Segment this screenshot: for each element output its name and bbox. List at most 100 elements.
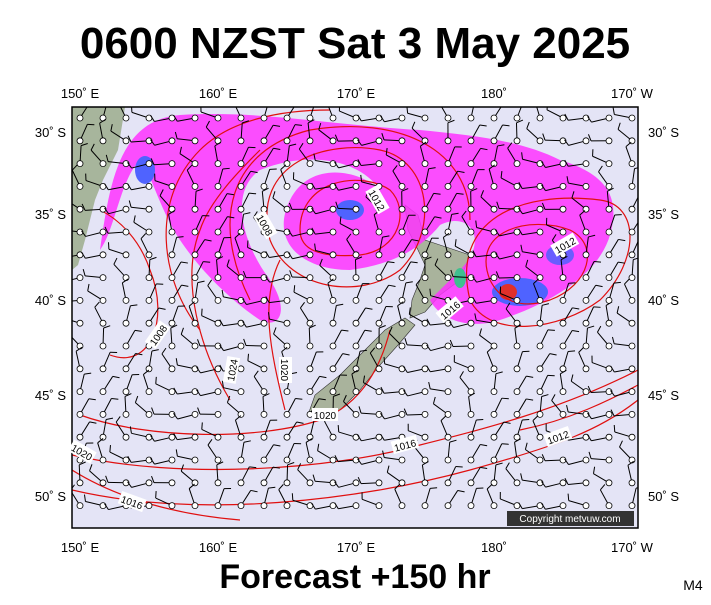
station bbox=[77, 115, 83, 121]
station bbox=[353, 229, 359, 235]
station bbox=[169, 366, 175, 372]
station bbox=[376, 480, 382, 486]
wind-barb-feather bbox=[568, 351, 575, 352]
station bbox=[468, 138, 474, 144]
station bbox=[77, 434, 83, 440]
station bbox=[468, 320, 474, 326]
station bbox=[629, 275, 635, 281]
station bbox=[514, 275, 520, 281]
longitude-label: 170˚ W bbox=[611, 86, 654, 101]
station bbox=[100, 366, 106, 372]
station bbox=[491, 366, 497, 372]
station bbox=[606, 480, 612, 486]
station bbox=[422, 183, 428, 189]
station bbox=[537, 138, 543, 144]
station bbox=[514, 343, 520, 349]
station bbox=[330, 343, 336, 349]
station bbox=[537, 434, 543, 440]
station bbox=[583, 480, 589, 486]
station bbox=[376, 320, 382, 326]
station bbox=[537, 366, 543, 372]
station bbox=[629, 434, 635, 440]
station bbox=[537, 457, 543, 463]
station bbox=[399, 457, 405, 463]
station bbox=[238, 252, 244, 258]
station bbox=[514, 252, 520, 258]
station bbox=[169, 297, 175, 303]
station bbox=[100, 138, 106, 144]
station bbox=[537, 411, 543, 417]
station bbox=[514, 115, 520, 121]
station bbox=[307, 343, 313, 349]
station bbox=[422, 411, 428, 417]
station bbox=[77, 411, 83, 417]
wind-barb-feather bbox=[568, 494, 569, 501]
station bbox=[215, 275, 221, 281]
station bbox=[353, 275, 359, 281]
station bbox=[146, 206, 152, 212]
station bbox=[284, 343, 290, 349]
station bbox=[468, 161, 474, 167]
station bbox=[261, 320, 267, 326]
station bbox=[77, 275, 83, 281]
station bbox=[583, 457, 589, 463]
station bbox=[169, 138, 175, 144]
station bbox=[399, 275, 405, 281]
station bbox=[192, 457, 198, 463]
station bbox=[445, 138, 451, 144]
station bbox=[261, 480, 267, 486]
station bbox=[192, 183, 198, 189]
station bbox=[215, 183, 221, 189]
station bbox=[399, 480, 405, 486]
station bbox=[583, 275, 589, 281]
station bbox=[537, 297, 543, 303]
station bbox=[606, 411, 612, 417]
station bbox=[353, 480, 359, 486]
station bbox=[215, 434, 221, 440]
station bbox=[606, 503, 612, 509]
station bbox=[537, 115, 543, 121]
station bbox=[445, 115, 451, 121]
station bbox=[422, 320, 428, 326]
station bbox=[491, 297, 497, 303]
station bbox=[123, 343, 129, 349]
station bbox=[560, 297, 566, 303]
wind-barb-feather bbox=[249, 193, 256, 194]
station bbox=[606, 252, 612, 258]
station bbox=[146, 480, 152, 486]
station bbox=[537, 320, 543, 326]
station bbox=[422, 275, 428, 281]
station bbox=[330, 229, 336, 235]
wind-barb-feather bbox=[384, 357, 385, 364]
station bbox=[445, 503, 451, 509]
wind-barb-feather bbox=[502, 398, 509, 399]
wind-barb-feather bbox=[338, 425, 339, 432]
station bbox=[77, 366, 83, 372]
station bbox=[560, 183, 566, 189]
station bbox=[284, 115, 290, 121]
station bbox=[468, 252, 474, 258]
station bbox=[169, 480, 175, 486]
station bbox=[284, 503, 290, 509]
station bbox=[353, 411, 359, 417]
station bbox=[514, 297, 520, 303]
station bbox=[123, 411, 129, 417]
station bbox=[629, 343, 635, 349]
station bbox=[445, 457, 451, 463]
station bbox=[330, 138, 336, 144]
station bbox=[238, 480, 244, 486]
station bbox=[284, 320, 290, 326]
station bbox=[422, 389, 428, 395]
station bbox=[422, 206, 428, 212]
station bbox=[215, 389, 221, 395]
longitude-label: 180˚ bbox=[481, 540, 507, 555]
station bbox=[491, 389, 497, 395]
station bbox=[606, 183, 612, 189]
wind-barb-feather bbox=[614, 425, 615, 432]
wind-barb-feather bbox=[614, 282, 621, 283]
station bbox=[445, 161, 451, 167]
station bbox=[606, 206, 612, 212]
station bbox=[560, 320, 566, 326]
station bbox=[146, 411, 152, 417]
station bbox=[422, 503, 428, 509]
